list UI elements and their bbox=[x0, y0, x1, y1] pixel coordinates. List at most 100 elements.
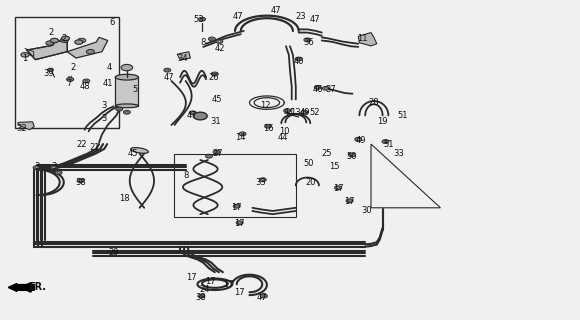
Circle shape bbox=[198, 17, 205, 21]
Circle shape bbox=[208, 37, 215, 41]
Circle shape bbox=[238, 222, 241, 224]
Bar bbox=[115, 77, 139, 106]
Circle shape bbox=[61, 36, 70, 41]
Circle shape bbox=[86, 50, 95, 54]
Circle shape bbox=[241, 133, 244, 135]
Circle shape bbox=[314, 85, 321, 89]
Text: 34: 34 bbox=[177, 53, 188, 62]
Circle shape bbox=[216, 40, 223, 44]
Circle shape bbox=[121, 64, 133, 71]
Text: 8: 8 bbox=[201, 38, 206, 47]
Circle shape bbox=[205, 154, 212, 158]
Circle shape bbox=[193, 112, 207, 120]
Polygon shape bbox=[67, 37, 108, 58]
Ellipse shape bbox=[115, 74, 139, 80]
Text: 26: 26 bbox=[208, 73, 219, 82]
Bar bbox=[174, 154, 296, 217]
Circle shape bbox=[201, 19, 204, 20]
Circle shape bbox=[355, 137, 362, 141]
Circle shape bbox=[50, 166, 57, 170]
Text: FR.: FR. bbox=[28, 283, 46, 292]
Text: 44: 44 bbox=[278, 133, 288, 142]
Circle shape bbox=[85, 80, 88, 82]
Ellipse shape bbox=[115, 104, 139, 108]
Text: 17: 17 bbox=[234, 219, 245, 228]
Circle shape bbox=[211, 38, 213, 40]
Circle shape bbox=[124, 110, 130, 114]
Circle shape bbox=[60, 38, 68, 43]
Circle shape bbox=[322, 86, 329, 90]
Circle shape bbox=[306, 39, 309, 41]
Circle shape bbox=[235, 205, 238, 207]
Text: 51: 51 bbox=[397, 111, 408, 120]
Polygon shape bbox=[177, 52, 190, 60]
Circle shape bbox=[75, 40, 83, 44]
Text: 49: 49 bbox=[356, 136, 366, 145]
Circle shape bbox=[213, 150, 220, 154]
Text: 16: 16 bbox=[263, 124, 274, 132]
Text: 15: 15 bbox=[329, 162, 340, 171]
Circle shape bbox=[357, 139, 360, 140]
Circle shape bbox=[198, 294, 205, 298]
Ellipse shape bbox=[130, 148, 148, 153]
Circle shape bbox=[33, 166, 40, 170]
Circle shape bbox=[57, 172, 60, 173]
Circle shape bbox=[78, 38, 86, 43]
Circle shape bbox=[55, 171, 62, 175]
Circle shape bbox=[77, 179, 84, 183]
Circle shape bbox=[324, 88, 327, 89]
Text: 48: 48 bbox=[79, 82, 90, 91]
Circle shape bbox=[349, 153, 356, 157]
Circle shape bbox=[267, 125, 269, 127]
Text: 4: 4 bbox=[107, 63, 112, 72]
Text: 36: 36 bbox=[303, 38, 314, 47]
Text: 25: 25 bbox=[321, 149, 332, 158]
Circle shape bbox=[50, 38, 59, 43]
Text: 50: 50 bbox=[303, 159, 314, 168]
Circle shape bbox=[262, 179, 264, 180]
Text: 33: 33 bbox=[393, 149, 404, 158]
Circle shape bbox=[211, 72, 218, 76]
Polygon shape bbox=[358, 33, 377, 46]
Text: 17: 17 bbox=[345, 197, 355, 206]
Circle shape bbox=[213, 73, 216, 75]
Circle shape bbox=[35, 167, 38, 168]
Text: 28: 28 bbox=[368, 98, 379, 107]
Text: 44: 44 bbox=[284, 108, 294, 117]
Text: 17: 17 bbox=[333, 184, 343, 193]
Text: 10: 10 bbox=[279, 127, 289, 136]
Circle shape bbox=[236, 221, 243, 225]
Text: 20: 20 bbox=[305, 178, 316, 187]
Text: 5: 5 bbox=[132, 85, 137, 94]
Circle shape bbox=[335, 186, 342, 190]
Circle shape bbox=[259, 178, 266, 182]
Text: 27: 27 bbox=[212, 149, 223, 158]
Circle shape bbox=[286, 110, 288, 111]
Circle shape bbox=[46, 41, 54, 45]
Text: 3: 3 bbox=[51, 162, 57, 171]
Text: 29: 29 bbox=[108, 248, 119, 257]
Circle shape bbox=[304, 38, 311, 42]
Text: 2: 2 bbox=[61, 35, 67, 44]
Circle shape bbox=[350, 154, 353, 156]
Text: 17: 17 bbox=[234, 288, 245, 297]
Text: 47: 47 bbox=[271, 6, 281, 15]
Circle shape bbox=[191, 112, 194, 114]
Circle shape bbox=[208, 156, 211, 157]
Text: 31: 31 bbox=[211, 117, 221, 126]
Circle shape bbox=[83, 79, 90, 83]
Text: 17: 17 bbox=[231, 203, 242, 212]
Circle shape bbox=[215, 151, 218, 153]
Circle shape bbox=[189, 111, 196, 115]
Text: 47: 47 bbox=[310, 15, 320, 24]
Text: 49: 49 bbox=[299, 108, 310, 117]
Circle shape bbox=[346, 199, 353, 203]
Circle shape bbox=[336, 187, 339, 188]
Polygon shape bbox=[27, 41, 67, 60]
Text: 7: 7 bbox=[66, 79, 72, 88]
Circle shape bbox=[67, 77, 74, 81]
Circle shape bbox=[21, 52, 29, 57]
Text: 47: 47 bbox=[257, 293, 267, 302]
Circle shape bbox=[316, 87, 319, 88]
Circle shape bbox=[303, 111, 306, 113]
